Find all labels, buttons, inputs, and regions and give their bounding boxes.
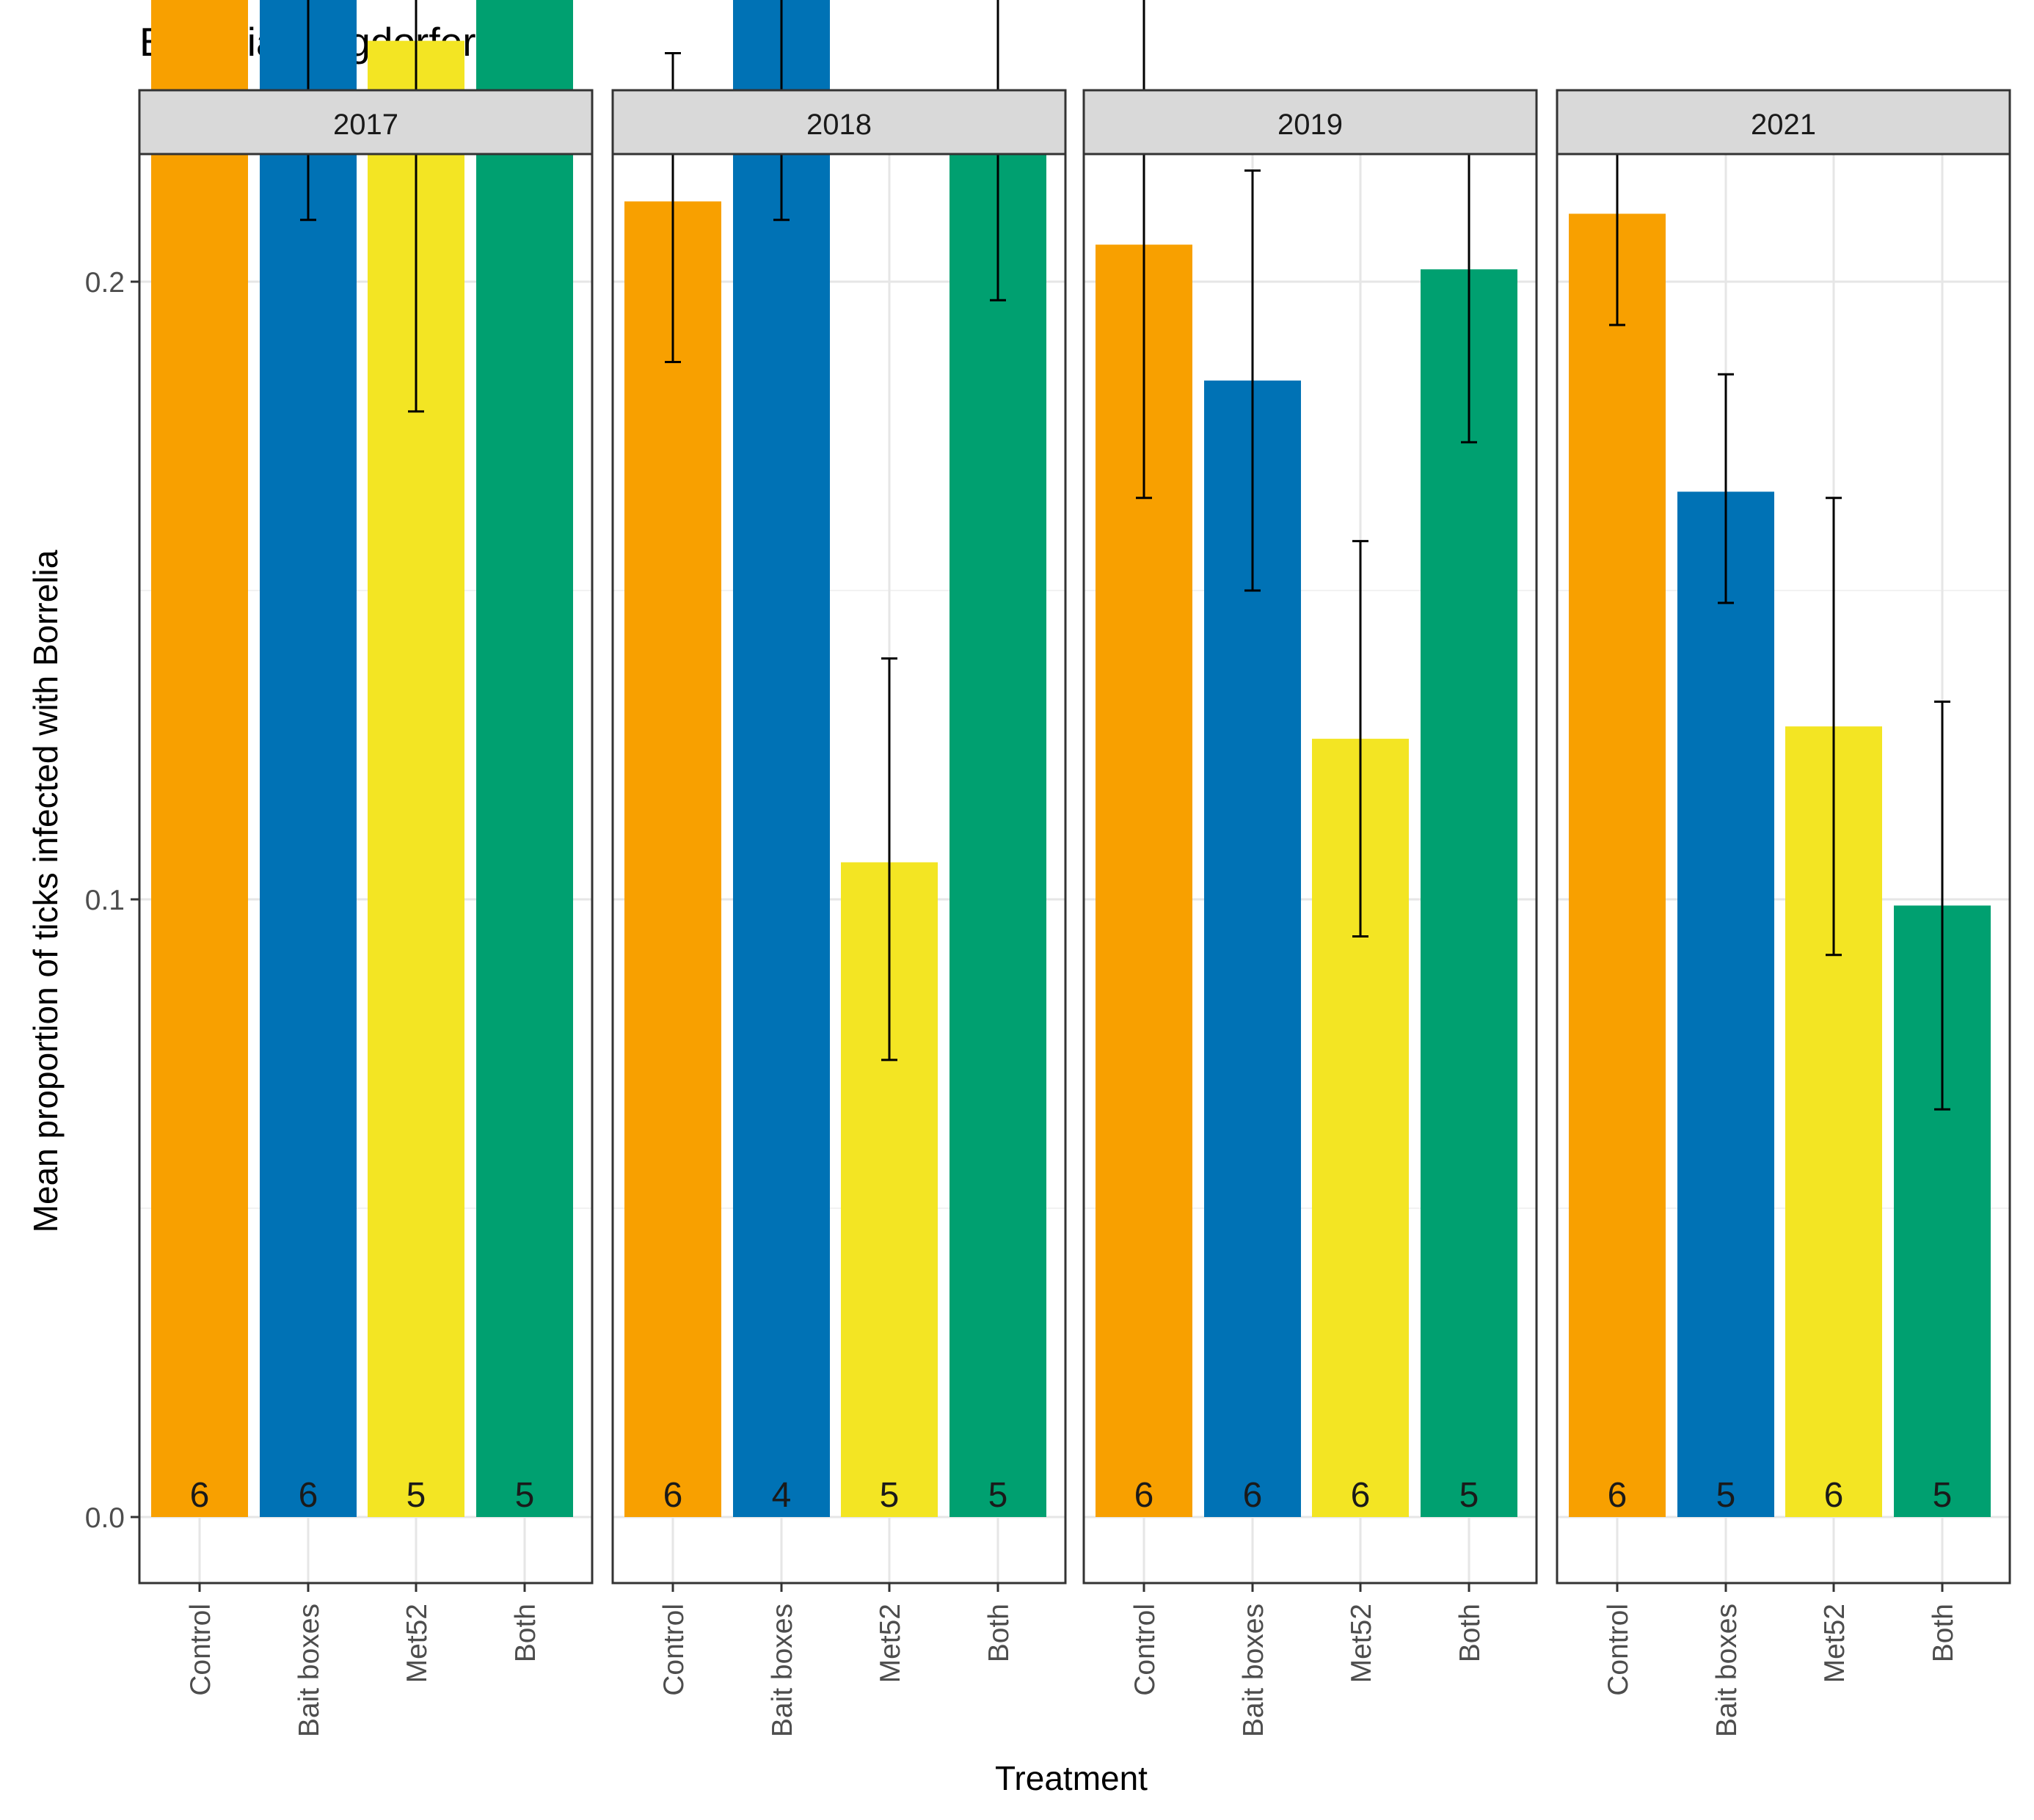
x-tick-label: Met52	[401, 1604, 433, 1683]
y-tick-label: 0.1	[85, 885, 125, 916]
sample-size-label: 5	[1716, 1476, 1736, 1515]
sample-size-label: 6	[1351, 1476, 1371, 1515]
x-tick-label: Met52	[875, 1604, 906, 1683]
sample-size-label: 5	[1933, 1476, 1953, 1515]
plot-area: 6 Control 6 Bait boxes 5 Met52 5 Both 2017 6 Contr…	[85, 0, 2011, 1737]
sample-size-label: 5	[1459, 1476, 1479, 1515]
bar-2017-control	[151, 0, 248, 1517]
x-tick-label: Control	[185, 1604, 216, 1696]
sample-size-label: 5	[407, 1476, 426, 1515]
sample-size-label: 4	[772, 1476, 792, 1515]
x-tick-label: Control	[658, 1604, 690, 1696]
panel-2017: 6 Control 6 Bait boxes 5 Met52 5 Both 2017	[138, 0, 594, 1737]
sample-size-label: 6	[299, 1476, 318, 1515]
sample-size-label: 5	[515, 1476, 535, 1515]
sample-size-label: 6	[1608, 1476, 1627, 1515]
x-tick-label: Bait boxes	[767, 1604, 798, 1737]
x-tick-label: Control	[1603, 1604, 1634, 1696]
panel-2021: 6 Control 5 Bait boxes 6 Met52 5 Both 2021	[1556, 89, 2011, 1737]
x-tick-label: Both	[983, 1604, 1015, 1662]
bar-2019-both	[1421, 269, 1517, 1517]
bar-2021-bait-boxes	[1677, 491, 1774, 1517]
facet-strip	[611, 89, 1067, 156]
x-tick-label: Met52	[1346, 1604, 1377, 1683]
x-tick-label: Both	[510, 1604, 542, 1662]
bar-2017-bait-boxes	[260, 0, 357, 1517]
x-axis-label: Treatment	[995, 1759, 1148, 1797]
bar-2021-control	[1569, 213, 1666, 1517]
x-tick-label: Bait boxes	[294, 1604, 325, 1737]
x-tick-label: Control	[1129, 1604, 1161, 1696]
x-tick-label: Both	[1454, 1604, 1486, 1662]
bar-2017-both	[476, 0, 573, 1518]
sample-size-label: 6	[1824, 1476, 1844, 1515]
bar-2018-bait-boxes	[733, 0, 830, 1517]
facet-strip-label: 2018	[806, 109, 872, 141]
x-tick-label: Both	[1928, 1604, 1959, 1662]
sample-size-label: 6	[1134, 1476, 1154, 1515]
x-tick-label: Met52	[1819, 1604, 1851, 1683]
facet-strip-label: 2019	[1277, 109, 1343, 141]
facet-strip-label: 2021	[1751, 109, 1816, 141]
facet-strip-label: 2017	[333, 109, 398, 141]
bar-2018-control	[624, 201, 721, 1517]
x-tick-label: Bait boxes	[1238, 1604, 1269, 1737]
y-tick-label: 0.0	[85, 1502, 125, 1534]
sample-size-label: 5	[988, 1476, 1008, 1515]
y-tick-label: 0.2	[85, 267, 125, 299]
y-axis-label: Mean proportion of ticks infected with B…	[26, 549, 65, 1232]
panel-2018: 6 Control 4 Bait boxes 5 Met52 5 Both 2018	[611, 0, 1067, 1737]
bar-2018-both	[949, 109, 1046, 1518]
panel-2019: 6 Control 6 Bait boxes 6 Met52 5 Both 2019	[1082, 0, 1538, 1737]
facet-strip	[1556, 89, 2011, 156]
x-tick-label: Bait boxes	[1711, 1604, 1743, 1737]
facet-strip	[138, 89, 594, 156]
facet-strip	[1082, 89, 1538, 156]
sample-size-label: 6	[663, 1476, 683, 1515]
sample-size-label: 5	[880, 1476, 900, 1515]
sample-size-label: 6	[190, 1476, 210, 1515]
sample-size-label: 6	[1243, 1476, 1263, 1515]
